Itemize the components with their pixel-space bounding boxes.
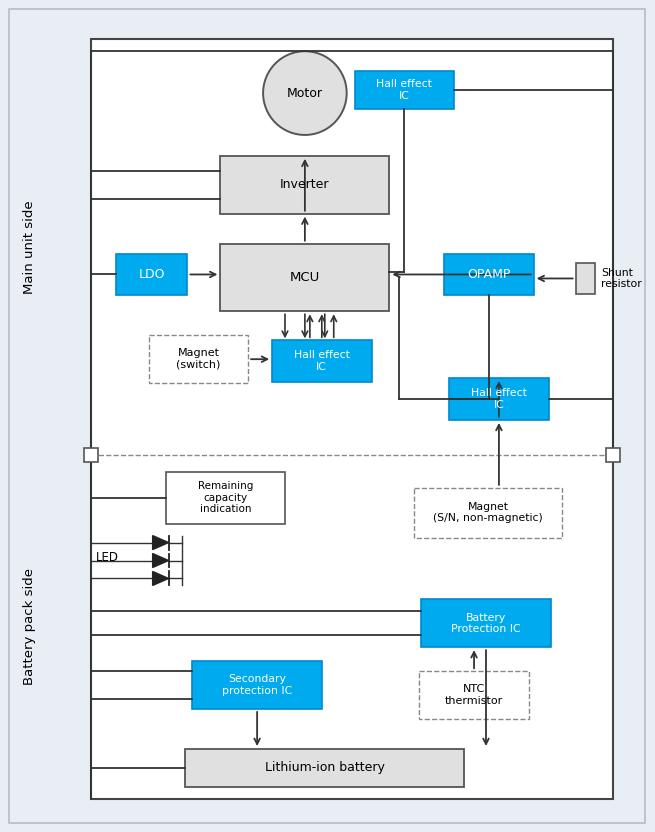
Bar <box>576 263 595 295</box>
Bar <box>421 599 551 647</box>
Bar <box>149 335 248 383</box>
Bar <box>444 254 534 295</box>
Bar <box>272 340 371 382</box>
Text: LDO: LDO <box>138 268 165 281</box>
Bar <box>166 472 285 523</box>
Circle shape <box>263 52 346 135</box>
Text: Secondary
protection IC: Secondary protection IC <box>222 674 292 696</box>
Text: Magnet
(switch): Magnet (switch) <box>176 349 221 370</box>
Text: Motor: Motor <box>287 87 323 100</box>
Text: Main unit side: Main unit side <box>23 201 36 294</box>
Bar <box>354 72 454 109</box>
Text: MCU: MCU <box>290 271 320 284</box>
Text: Remaining
capacity
indication: Remaining capacity indication <box>198 481 253 514</box>
Bar <box>419 671 529 719</box>
Bar <box>607 448 620 462</box>
Bar <box>185 749 464 787</box>
Text: NTC
thermistor: NTC thermistor <box>445 684 503 706</box>
Bar <box>220 156 390 214</box>
Polygon shape <box>153 536 168 550</box>
Text: Magnet
(S/N, non-magnetic): Magnet (S/N, non-magnetic) <box>433 502 543 523</box>
Text: Hall effect
IC: Hall effect IC <box>377 79 432 101</box>
Text: OPAMP: OPAMP <box>467 268 511 281</box>
Text: Lithium-ion battery: Lithium-ion battery <box>265 761 384 775</box>
Text: LED: LED <box>96 551 119 564</box>
Text: Hall effect
IC: Hall effect IC <box>471 389 527 410</box>
Bar <box>415 488 561 537</box>
Polygon shape <box>153 572 168 586</box>
Bar <box>193 661 322 709</box>
Bar <box>116 254 187 295</box>
Bar <box>91 39 613 799</box>
Polygon shape <box>153 553 168 567</box>
Text: Battery
Protection IC: Battery Protection IC <box>451 612 521 634</box>
Bar <box>84 448 98 462</box>
Text: Shunt
resistor: Shunt resistor <box>601 268 642 290</box>
Text: Battery pack side: Battery pack side <box>23 568 36 686</box>
Text: Inverter: Inverter <box>280 178 329 191</box>
Bar <box>449 378 549 420</box>
Text: Hall effect
IC: Hall effect IC <box>294 350 350 372</box>
Bar <box>220 244 390 311</box>
